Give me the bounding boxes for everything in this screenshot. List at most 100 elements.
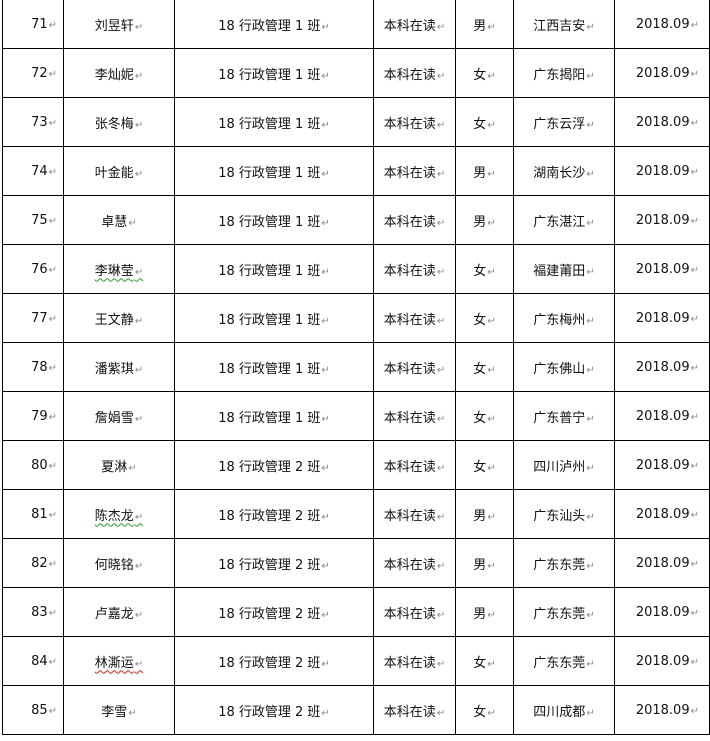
student-name-cell[interactable]: 卓慧 xyxy=(63,195,175,245)
origin-cell[interactable]: 四川成都 xyxy=(513,685,615,735)
gender-cell[interactable]: 女 xyxy=(455,636,514,686)
enrollment-status-cell[interactable]: 本科在读 xyxy=(373,293,456,343)
row-number-cell[interactable]: 76 xyxy=(2,244,64,294)
row-number-cell[interactable]: 77 xyxy=(2,293,64,343)
gender-cell[interactable]: 男 xyxy=(455,195,514,245)
gender-cell[interactable]: 男 xyxy=(455,587,514,637)
enrollment-status-cell[interactable]: 本科在读 xyxy=(373,195,456,245)
class-name-cell[interactable]: 18 行政管理 1 班 xyxy=(174,146,374,196)
enrollment-status-cell[interactable]: 本科在读 xyxy=(373,97,456,147)
origin-cell[interactable]: 广东云浮 xyxy=(513,97,615,147)
class-name-cell[interactable]: 18 行政管理 1 班 xyxy=(174,342,374,392)
student-name-cell[interactable]: 何晓铭 xyxy=(63,538,175,588)
enrollment-date-cell[interactable]: 2018.09 xyxy=(614,195,710,245)
class-name-cell[interactable]: 18 行政管理 2 班 xyxy=(174,587,374,637)
student-name-cell[interactable]: 李雪 xyxy=(63,685,175,735)
row-number-cell[interactable]: 79 xyxy=(2,391,64,441)
student-name-cell[interactable]: 潘紫琪 xyxy=(63,342,175,392)
gender-cell[interactable]: 女 xyxy=(455,440,514,490)
enrollment-status-cell[interactable]: 本科在读 xyxy=(373,440,456,490)
enrollment-date-cell[interactable]: 2018.09 xyxy=(614,342,710,392)
row-number-cell[interactable]: 82 xyxy=(2,538,64,588)
class-name-cell[interactable]: 18 行政管理 1 班 xyxy=(174,195,374,245)
gender-cell[interactable]: 女 xyxy=(455,685,514,735)
enrollment-date-cell[interactable]: 2018.09 xyxy=(614,146,710,196)
student-name-cell[interactable]: 林澌运 xyxy=(63,636,175,686)
student-name-cell[interactable]: 李琳莹 xyxy=(63,244,175,294)
row-number-cell[interactable]: 78 xyxy=(2,342,64,392)
student-name-cell[interactable]: 夏淋 xyxy=(63,440,175,490)
enrollment-status-cell[interactable]: 本科在读 xyxy=(373,244,456,294)
enrollment-date-cell[interactable]: 2018.09 xyxy=(614,587,710,637)
origin-cell[interactable]: 广东东莞 xyxy=(513,538,615,588)
gender-cell[interactable]: 女 xyxy=(455,244,514,294)
row-number-cell[interactable]: 80 xyxy=(2,440,64,490)
row-number-cell[interactable]: 85 xyxy=(2,685,64,735)
class-name-cell[interactable]: 18 行政管理 1 班 xyxy=(174,97,374,147)
enrollment-status-cell[interactable]: 本科在读 xyxy=(373,342,456,392)
class-name-cell[interactable]: 18 行政管理 1 班 xyxy=(174,293,374,343)
class-name-cell[interactable]: 18 行政管理 2 班 xyxy=(174,685,374,735)
class-name-cell[interactable]: 18 行政管理 1 班 xyxy=(174,244,374,294)
enrollment-status-cell[interactable]: 本科在读 xyxy=(373,0,456,49)
enrollment-date-cell[interactable]: 2018.09 xyxy=(614,0,710,49)
enrollment-status-cell[interactable]: 本科在读 xyxy=(373,587,456,637)
origin-cell[interactable]: 广东东莞 xyxy=(513,636,615,686)
class-name-cell[interactable]: 18 行政管理 2 班 xyxy=(174,489,374,539)
gender-cell[interactable]: 男 xyxy=(455,0,514,49)
origin-cell[interactable]: 广东梅州 xyxy=(513,293,615,343)
origin-cell[interactable]: 福建莆田 xyxy=(513,244,615,294)
student-name-cell[interactable]: 卢嘉龙 xyxy=(63,587,175,637)
enrollment-date-cell[interactable]: 2018.09 xyxy=(614,293,710,343)
student-name-cell[interactable]: 张冬梅 xyxy=(63,97,175,147)
student-name-cell[interactable]: 李灿妮 xyxy=(63,48,175,98)
gender-cell[interactable]: 女 xyxy=(455,293,514,343)
enrollment-status-cell[interactable]: 本科在读 xyxy=(373,685,456,735)
class-name-cell[interactable]: 18 行政管理 2 班 xyxy=(174,538,374,588)
gender-cell[interactable]: 男 xyxy=(455,146,514,196)
gender-cell[interactable]: 女 xyxy=(455,391,514,441)
student-name-cell[interactable]: 叶金能 xyxy=(63,146,175,196)
origin-cell[interactable]: 广东东莞 xyxy=(513,587,615,637)
row-number-cell[interactable]: 84 xyxy=(2,636,64,686)
origin-cell[interactable]: 广东湛江 xyxy=(513,195,615,245)
origin-cell[interactable]: 广东佛山 xyxy=(513,342,615,392)
enrollment-status-cell[interactable]: 本科在读 xyxy=(373,146,456,196)
row-number-cell[interactable]: 83 xyxy=(2,587,64,637)
row-number-cell[interactable]: 72 xyxy=(2,48,64,98)
enrollment-status-cell[interactable]: 本科在读 xyxy=(373,391,456,441)
enrollment-date-cell[interactable]: 2018.09 xyxy=(614,391,710,441)
enrollment-date-cell[interactable]: 2018.09 xyxy=(614,636,710,686)
origin-cell[interactable]: 广东普宁 xyxy=(513,391,615,441)
gender-cell[interactable]: 男 xyxy=(455,538,514,588)
enrollment-status-cell[interactable]: 本科在读 xyxy=(373,538,456,588)
origin-cell[interactable]: 广东汕头 xyxy=(513,489,615,539)
enrollment-date-cell[interactable]: 2018.09 xyxy=(614,538,710,588)
row-number-cell[interactable]: 75 xyxy=(2,195,64,245)
enrollment-status-cell[interactable]: 本科在读 xyxy=(373,636,456,686)
enrollment-date-cell[interactable]: 2018.09 xyxy=(614,440,710,490)
student-name-cell[interactable]: 陈杰龙 xyxy=(63,489,175,539)
enrollment-date-cell[interactable]: 2018.09 xyxy=(614,244,710,294)
enrollment-date-cell[interactable]: 2018.09 xyxy=(614,685,710,735)
gender-cell[interactable]: 女 xyxy=(455,97,514,147)
origin-cell[interactable]: 湖南长沙 xyxy=(513,146,615,196)
row-number-cell[interactable]: 81 xyxy=(2,489,64,539)
gender-cell[interactable]: 女 xyxy=(455,48,514,98)
gender-cell[interactable]: 女 xyxy=(455,342,514,392)
row-number-cell[interactable]: 71 xyxy=(2,0,64,49)
class-name-cell[interactable]: 18 行政管理 2 班 xyxy=(174,440,374,490)
class-name-cell[interactable]: 18 行政管理 1 班 xyxy=(174,0,374,49)
enrollment-status-cell[interactable]: 本科在读 xyxy=(373,48,456,98)
student-name-cell[interactable]: 刘昱轩 xyxy=(63,0,175,49)
origin-cell[interactable]: 广东揭阳 xyxy=(513,48,615,98)
row-number-cell[interactable]: 74 xyxy=(2,146,64,196)
gender-cell[interactable]: 男 xyxy=(455,489,514,539)
row-number-cell[interactable]: 73 xyxy=(2,97,64,147)
enrollment-date-cell[interactable]: 2018.09 xyxy=(614,489,710,539)
student-name-cell[interactable]: 王文静 xyxy=(63,293,175,343)
enrollment-status-cell[interactable]: 本科在读 xyxy=(373,489,456,539)
class-name-cell[interactable]: 18 行政管理 2 班 xyxy=(174,636,374,686)
enrollment-date-cell[interactable]: 2018.09 xyxy=(614,97,710,147)
enrollment-date-cell[interactable]: 2018.09 xyxy=(614,48,710,98)
